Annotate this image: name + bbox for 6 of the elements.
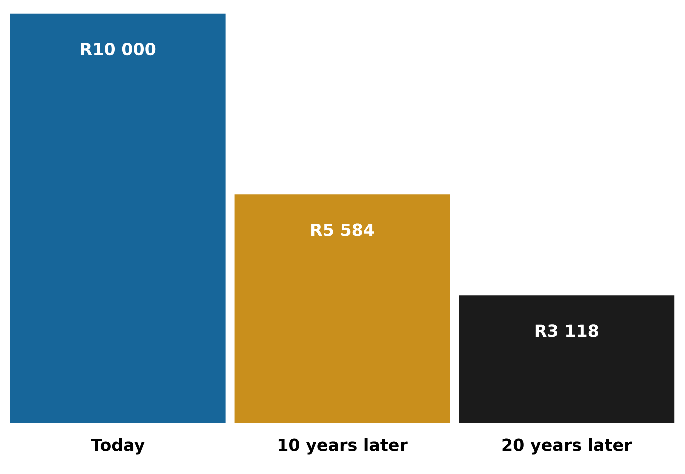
x-tick-label: 10 years later xyxy=(278,438,408,455)
data-label: R5 584 xyxy=(312,224,374,236)
data-label: R3 118 xyxy=(536,324,598,338)
data-label: R10 000 xyxy=(81,42,156,56)
x-tick-label: Today xyxy=(91,438,145,455)
x-tick-label: 20 years later xyxy=(502,438,632,455)
